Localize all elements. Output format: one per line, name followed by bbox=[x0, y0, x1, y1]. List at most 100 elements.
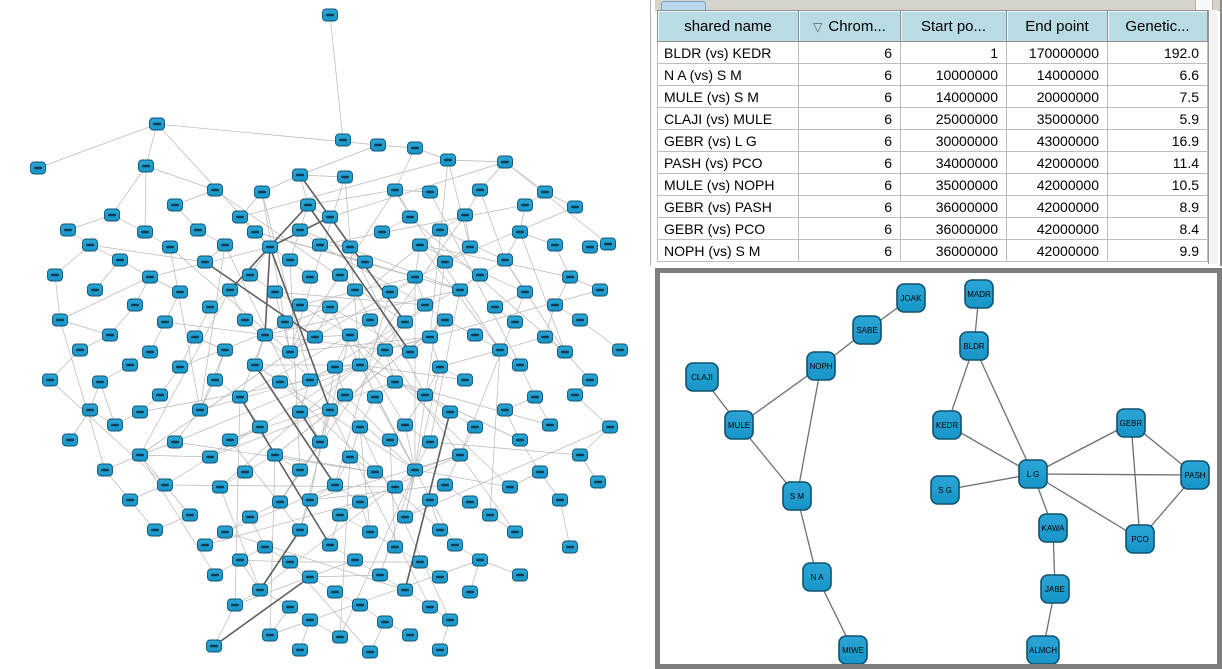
table-cell[interactable]: 6 bbox=[798, 151, 901, 174]
network-node[interactable] bbox=[457, 373, 473, 387]
network-node[interactable] bbox=[87, 283, 103, 297]
network-node[interactable] bbox=[322, 300, 338, 314]
table-cell[interactable]: 10000000 bbox=[900, 63, 1007, 86]
network-node[interactable] bbox=[242, 510, 258, 524]
table-cell[interactable]: 36000000 bbox=[900, 195, 1007, 218]
network-node[interactable] bbox=[322, 210, 338, 224]
network-node[interactable] bbox=[147, 523, 163, 537]
network-node[interactable] bbox=[222, 283, 238, 297]
network-node[interactable] bbox=[472, 268, 488, 282]
network-node[interactable] bbox=[507, 315, 523, 329]
network-node[interactable] bbox=[167, 435, 183, 449]
table-cell[interactable]: 42000000 bbox=[1006, 151, 1108, 174]
table-row[interactable]: NOPH (vs) S M 6 36000000 42000000 9.9 bbox=[657, 239, 1208, 262]
network-node[interactable] bbox=[262, 628, 278, 642]
network-node[interactable] bbox=[172, 360, 188, 374]
table-cell[interactable]: NOPH (vs) S M bbox=[657, 239, 799, 262]
network-node[interactable] bbox=[322, 8, 338, 22]
network-node[interactable] bbox=[592, 283, 608, 297]
network-node[interactable] bbox=[512, 358, 528, 372]
network-node[interactable] bbox=[352, 358, 368, 372]
network-node[interactable] bbox=[582, 240, 598, 254]
network-node[interactable] bbox=[432, 570, 448, 584]
network-node[interactable] bbox=[374, 225, 390, 239]
network-node[interactable] bbox=[422, 435, 438, 449]
network-node[interactable] bbox=[132, 448, 148, 462]
network-node[interactable] bbox=[497, 403, 513, 417]
network-node[interactable] bbox=[472, 183, 488, 197]
table-cell[interactable]: 11.4 bbox=[1107, 151, 1208, 174]
table-cell[interactable]: 6.6 bbox=[1107, 63, 1208, 86]
network-node[interactable] bbox=[532, 465, 548, 479]
network-node[interactable] bbox=[302, 270, 318, 284]
network-node[interactable] bbox=[537, 185, 553, 199]
network-node[interactable] bbox=[207, 183, 223, 197]
network-node[interactable] bbox=[282, 600, 298, 614]
panel-splitter[interactable] bbox=[650, 0, 651, 266]
network-node[interactable] bbox=[497, 253, 513, 267]
subnetwork-node-JOAK[interactable]: JOAK bbox=[896, 283, 926, 313]
network-node[interactable] bbox=[142, 270, 158, 284]
filter-icon[interactable]: ▽ bbox=[813, 19, 823, 34]
network-node[interactable] bbox=[217, 343, 233, 357]
network-node[interactable] bbox=[162, 240, 178, 254]
network-node[interactable] bbox=[397, 315, 413, 329]
network-node[interactable] bbox=[452, 283, 468, 297]
network-node[interactable] bbox=[417, 298, 433, 312]
network-node[interactable] bbox=[422, 185, 438, 199]
network-node[interactable] bbox=[142, 345, 158, 359]
network-node[interactable] bbox=[372, 568, 388, 582]
network-node[interactable] bbox=[252, 583, 268, 597]
network-node[interactable] bbox=[282, 555, 298, 569]
network-node[interactable] bbox=[227, 598, 243, 612]
subnetwork-node-PCO[interactable]: PCO bbox=[1125, 524, 1155, 554]
network-node[interactable] bbox=[602, 420, 618, 434]
table-cell[interactable]: 42000000 bbox=[1006, 239, 1108, 262]
table-cell[interactable]: 42000000 bbox=[1006, 195, 1108, 218]
column-header-endpoint[interactable]: End point bbox=[1006, 10, 1108, 42]
network-node[interactable] bbox=[292, 223, 308, 237]
network-node[interactable] bbox=[467, 328, 483, 342]
network-node[interactable] bbox=[452, 448, 468, 462]
network-node[interactable] bbox=[442, 613, 458, 627]
network-node[interactable] bbox=[387, 540, 403, 554]
network-node[interactable] bbox=[302, 613, 318, 627]
subnetwork-view[interactable]: JOAK MADR SABE BLDR NOPH CLAJI MULE KEDR GEBR L G… bbox=[660, 273, 1217, 664]
table-cell[interactable]: 6 bbox=[798, 41, 901, 64]
table-cell[interactable]: 192.0 bbox=[1107, 41, 1208, 64]
network-node[interactable] bbox=[572, 448, 588, 462]
network-node[interactable] bbox=[302, 373, 318, 387]
network-node[interactable] bbox=[237, 313, 253, 327]
network-node[interactable] bbox=[557, 345, 573, 359]
network-node[interactable] bbox=[262, 240, 278, 254]
network-node[interactable] bbox=[292, 463, 308, 477]
network-node[interactable] bbox=[149, 117, 165, 131]
network-node[interactable] bbox=[370, 138, 386, 152]
network-node[interactable] bbox=[277, 315, 293, 329]
network-node[interactable] bbox=[322, 538, 338, 552]
subnetwork-node-MULE[interactable]: MULE bbox=[724, 410, 754, 440]
network-node[interactable] bbox=[232, 390, 248, 404]
network-node[interactable] bbox=[417, 388, 433, 402]
table-cell[interactable]: 5.9 bbox=[1107, 107, 1208, 130]
network-node[interactable] bbox=[282, 345, 298, 359]
network-node[interactable] bbox=[382, 285, 398, 299]
subnetwork-node-NA[interactable]: N A bbox=[802, 562, 832, 592]
table-cell[interactable]: 35000000 bbox=[900, 173, 1007, 196]
network-node[interactable] bbox=[82, 238, 98, 252]
table-cell[interactable]: 16.9 bbox=[1107, 129, 1208, 152]
network-node[interactable] bbox=[337, 170, 353, 184]
table-cell[interactable]: GEBR (vs) L G bbox=[657, 129, 799, 152]
network-node[interactable] bbox=[437, 255, 453, 269]
table-cell[interactable]: 10.5 bbox=[1107, 173, 1208, 196]
network-node[interactable] bbox=[30, 161, 46, 175]
subnetwork-node-ALMCH[interactable]: ALMCH bbox=[1026, 635, 1060, 664]
table-scrollbar[interactable] bbox=[1208, 10, 1218, 264]
network-node[interactable] bbox=[172, 285, 188, 299]
network-node[interactable] bbox=[206, 639, 222, 653]
table-cell[interactable]: 6 bbox=[798, 107, 901, 130]
network-node[interactable] bbox=[347, 553, 363, 567]
table-cell[interactable]: 8.4 bbox=[1107, 217, 1208, 240]
subnetwork-node-LG[interactable]: L G bbox=[1018, 459, 1048, 489]
table-cell[interactable]: 6 bbox=[798, 173, 901, 196]
